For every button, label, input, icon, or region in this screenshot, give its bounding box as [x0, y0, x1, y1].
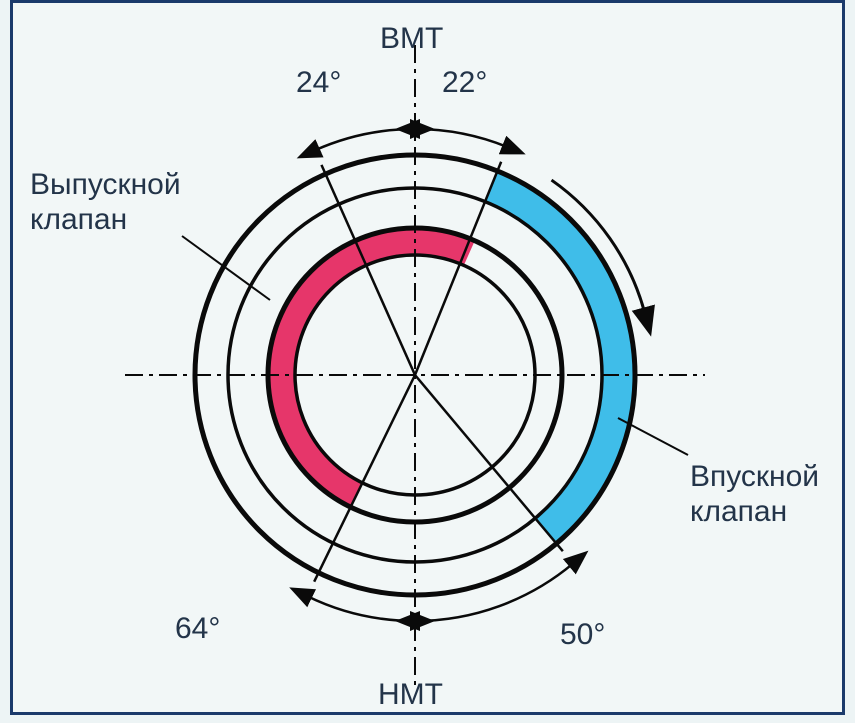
label-tdc: ВМТ: [380, 22, 443, 57]
label-bdc: НМТ: [378, 678, 443, 713]
label-angle-50: 50°: [560, 618, 605, 653]
label-exhaust-valve-line1: Выпускной: [30, 168, 181, 201]
label-angle-22: 22°: [442, 66, 487, 101]
label-angle-64: 64°: [175, 612, 220, 647]
label-intake-valve-line2: клапан: [690, 495, 787, 528]
label-intake-valve: Впускной клапан: [690, 460, 819, 529]
label-angle-24: 24°: [296, 66, 341, 101]
label-exhaust-valve: Выпускной клапан: [30, 168, 181, 237]
label-intake-valve-line1: Впускной: [690, 460, 819, 493]
timing-diagram-svg: [0, 0, 855, 723]
label-exhaust-valve-line2: клапан: [30, 203, 127, 236]
